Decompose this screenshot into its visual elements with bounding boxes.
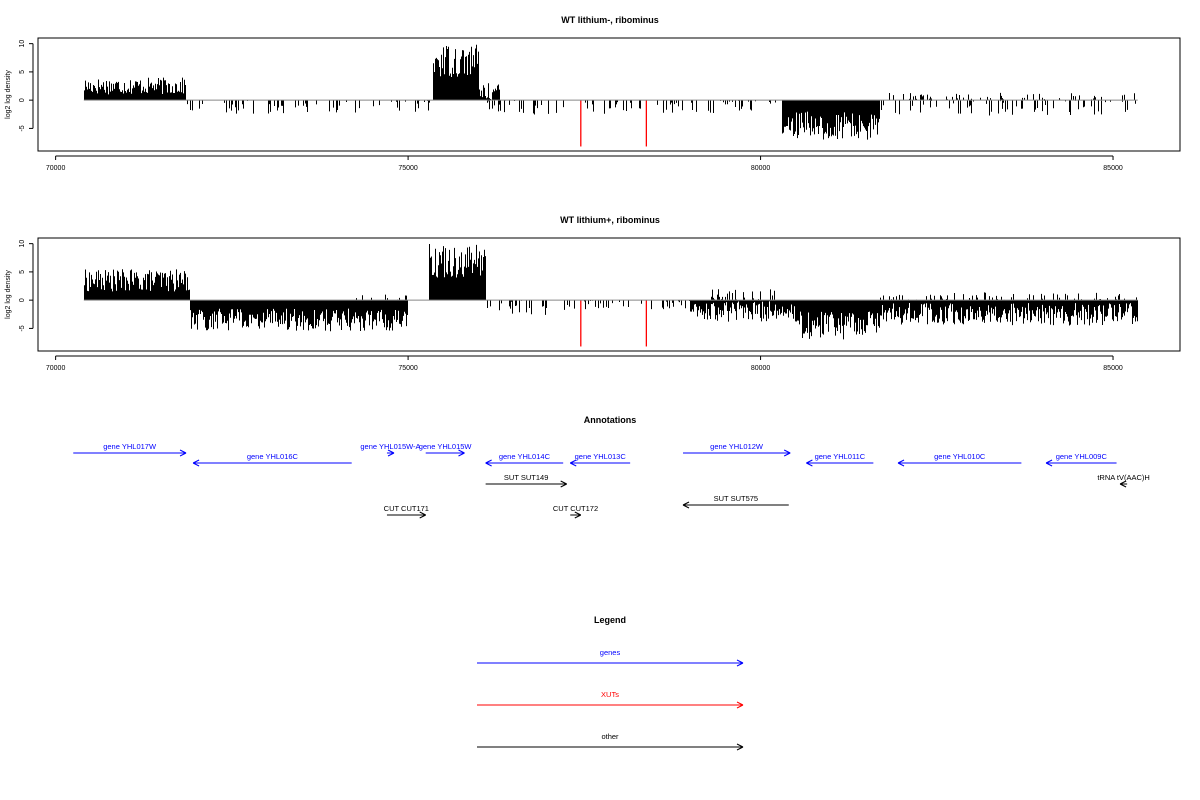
x-tick-label: 70000 [46, 365, 66, 372]
x-axis: 70000 75000 80000 85000 [46, 155, 1123, 172]
plot-frame [37, 237, 1181, 352]
feature-arrow [570, 511, 582, 519]
feature-label: CUT CUT172 [553, 504, 598, 513]
feature-label: gene YHL015W [419, 442, 473, 451]
bar-series [84, 243, 1138, 340]
feature-arrow [806, 459, 874, 467]
feature-arrow [386, 511, 426, 519]
y-tick-label: -5 [19, 325, 26, 331]
y-axis-label: log2 log density [5, 270, 12, 319]
feature-label: CUT CUT171 [384, 504, 429, 513]
feature-label: gene YHL017W [103, 442, 157, 451]
y-tick-label: 5 [19, 270, 26, 274]
bar-series [84, 44, 1136, 140]
legend-panel: Legend genes XUTs other [477, 615, 744, 751]
feature-label: SUT SUT149 [504, 473, 548, 482]
x-tick-label: 85000 [1103, 165, 1123, 172]
feature-arrow [485, 480, 567, 488]
y-tick-label: 10 [19, 240, 26, 248]
y-axis: -5 0 5 10 [19, 240, 34, 332]
legend-label: other [601, 732, 619, 741]
feature-arrow [897, 459, 1022, 467]
track-title: WT lithium+, ribominus [560, 215, 660, 225]
feature-arrow [683, 449, 791, 457]
feature-label: gene YHL010C [934, 452, 986, 461]
y-tick-label: 0 [19, 298, 26, 302]
y-tick-label: 0 [19, 98, 26, 102]
x-tick-label: 80000 [751, 365, 771, 372]
feature-label: gene YHL012W [710, 442, 764, 451]
x-tick-label: 85000 [1103, 365, 1123, 372]
feature-label: gene YHL011C [815, 452, 866, 461]
legend-title: Legend [594, 615, 626, 625]
plot-frame [37, 37, 1181, 152]
xut-highlights [580, 100, 648, 147]
feature-arrow [73, 449, 187, 457]
feature-arrow [386, 449, 395, 457]
x-tick-label: 75000 [398, 365, 418, 372]
x-tick-label: 75000 [398, 165, 418, 172]
feature-label: gene YHL016C [247, 452, 299, 461]
y-tick-label: 5 [19, 70, 26, 74]
legend-arrow [477, 701, 744, 709]
y-tick-label: 10 [19, 40, 26, 48]
legend-arrow [477, 659, 744, 667]
feature-label: gene YHL013C [575, 452, 627, 461]
feature-arrow [570, 459, 631, 467]
annotations-panel: Annotations gene YHL017W gene YHL016C gene… [73, 415, 1150, 519]
legend-arrow [477, 743, 744, 751]
legend-label: XUTs [601, 690, 619, 699]
y-tick-label: -5 [19, 125, 26, 131]
legend-items: genes XUTs other [477, 648, 744, 751]
feature-label: gene YHL009C [1056, 452, 1108, 461]
feature-arrow [192, 459, 352, 467]
x-axis: 70000 75000 80000 85000 [46, 355, 1123, 372]
feature-label: gene YHL015W-A [360, 442, 420, 451]
xut-highlights [580, 300, 648, 347]
annotations-title: Annotations [584, 415, 637, 425]
x-tick-label: 80000 [751, 165, 771, 172]
track-panel-lithium-plus: WT lithium+, ribominus 70000 75000 80000 85… [5, 215, 1181, 372]
x-tick-label: 70000 [46, 165, 66, 172]
feature-arrow [485, 459, 564, 467]
y-axis-label: log2 log density [5, 70, 12, 119]
track-title: WT lithium-, ribominus [561, 15, 659, 25]
feature-arrow [682, 501, 789, 509]
feature-label: tRNA tV(AAC)H [1097, 473, 1150, 482]
feature-arrow [425, 449, 465, 457]
legend-label: genes [600, 648, 621, 657]
feature-label: gene YHL014C [499, 452, 551, 461]
feature-label: SUT SUT575 [714, 494, 758, 503]
y-axis: -5 0 5 10 [19, 40, 34, 132]
feature-arrow [1119, 480, 1128, 488]
feature-arrow [1045, 459, 1117, 467]
track-panel-lithium-minus: WT lithium-, ribominus 70000 75000 80000 85… [5, 15, 1181, 172]
